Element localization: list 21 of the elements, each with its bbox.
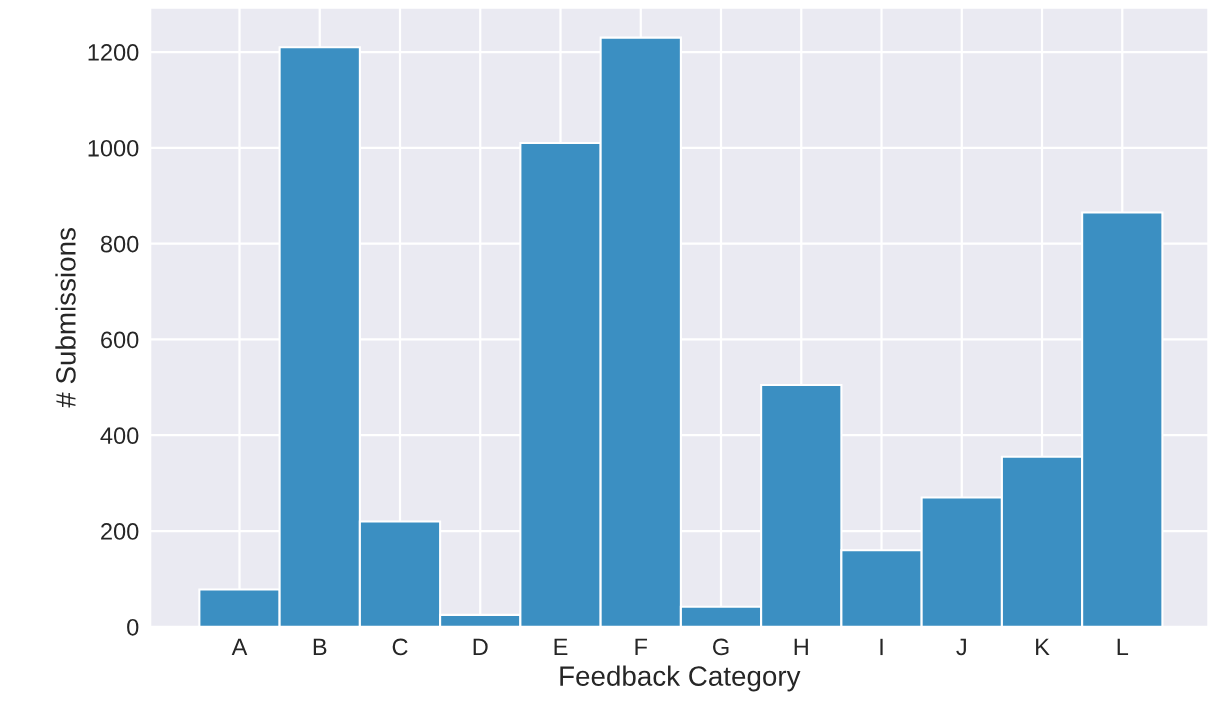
y-tick-label: 400 [100,427,139,445]
x-tick-label: L [1117,638,1129,656]
y-tick-label: 1000 [88,139,139,157]
x-tick-label: D [473,638,488,656]
x-tick-label: K [1036,638,1050,656]
x-tick-label: I [880,638,883,656]
x-tick-label: J [956,638,966,656]
y-tick-label: 200 [101,523,139,540]
x-tick-label: C [392,638,408,656]
y-axis-title: # Submissions [55,228,76,408]
x-axis-title: Feedback Category [560,665,801,692]
y-tick-label: 1200 [88,44,139,61]
x-tick-label: E [554,638,568,656]
y-tick-label: 0 [127,618,139,636]
x-tick-label: H [794,638,808,656]
y-tick-label: 800 [100,235,139,253]
y-tick-label: 600 [101,331,139,349]
x-tick-label: B [313,638,327,656]
x-tick-label: F [635,638,648,656]
x-tick-label: G [713,638,729,656]
x-tick-label: A [231,638,248,656]
